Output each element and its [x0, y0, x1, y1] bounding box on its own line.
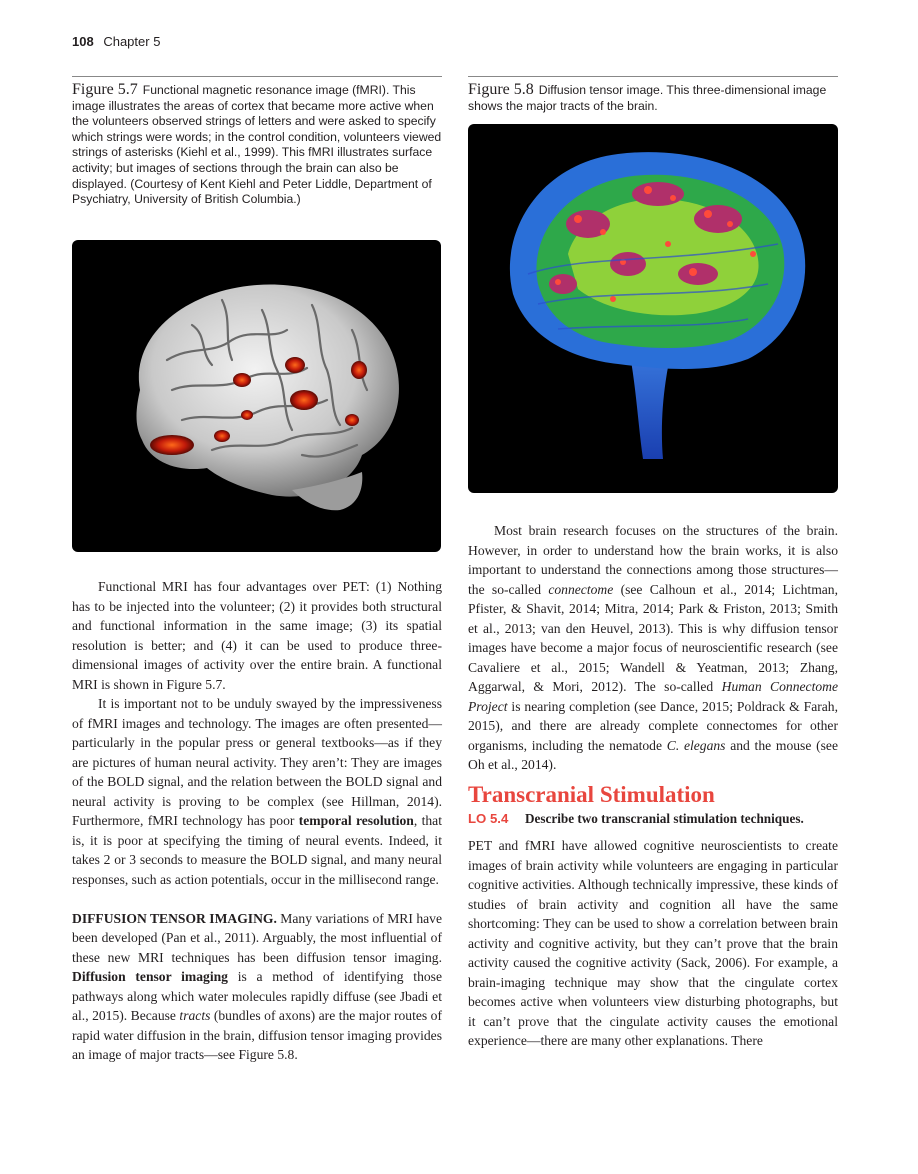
text-run: is a method of identifying those pathway…	[72, 969, 442, 1023]
figure-5-7-caption: Figure 5.7 Functional magnetic resonance …	[72, 82, 442, 208]
figure-5-7-caption-block: Figure 5.7 Functional magnetic resonance …	[72, 76, 442, 208]
learning-objective: LO 5.4 Describe two transcranial stimula…	[468, 810, 838, 828]
fmri-brain-graphic	[136, 284, 399, 511]
paragraph-transcranial-intro: PET and fMRI have allowed cognitive neur…	[468, 838, 838, 1048]
left-column-text: Functional MRI has four advantages over …	[72, 577, 442, 1065]
learning-objective-text: Describe two transcranial stimulation te…	[525, 811, 804, 826]
term-connectome: connectome	[548, 581, 614, 597]
figure-5-7-label: Figure 5.7	[72, 81, 138, 98]
term-temporal-resolution: temporal resolu­tion	[298, 813, 414, 828]
term-diffusion-tensor-imaging: Diffusion tensor imaging	[72, 969, 228, 984]
term-human-connectome-project: Human Connectome Project	[468, 679, 838, 714]
learning-objective-tag: LO 5.4	[468, 811, 509, 826]
text-run: , that is, it is poor at specifying the …	[72, 813, 442, 887]
page-number: 108	[72, 34, 94, 49]
term-tracts: tracts	[179, 1008, 211, 1023]
text-run: Most brain research focuses on the struc…	[468, 523, 838, 597]
text-run: and the mouse (see Oh et al., 2014).	[468, 737, 838, 773]
paragraph-diffusion-tensor: DIFFUSION TENSOR IMAGING. Many variation…	[72, 909, 442, 1065]
figure-5-8-caption: Figure 5.8 Diffusion tensor image. This t…	[468, 82, 838, 114]
term-c-elegans: C. elegans	[666, 737, 726, 753]
paragraph-fmri-advantages: Functional MRI has four advantages over …	[72, 579, 442, 692]
figure-rule	[72, 76, 442, 77]
section-heading-transcranial-stimulation: Transcranial Stimulation	[468, 781, 715, 807]
dti-tracts-image	[468, 124, 838, 493]
figure-5-8-label: Figure 5.8	[468, 81, 534, 98]
figure-rule	[468, 76, 838, 77]
text-run: It is important not to be unduly swayed …	[72, 696, 442, 828]
figure-5-8-caption-text: Diffusion tensor image. This three-dimen…	[468, 83, 827, 113]
text-run: (bundles of axons) are the major routes …	[72, 1008, 442, 1062]
chapter-label: Chapter 5	[103, 34, 161, 49]
fmri-brain-image	[72, 240, 441, 552]
right-column-text: Most brain research focuses on the struc…	[468, 521, 838, 1051]
figure-5-8-caption-block: Figure 5.8 Diffusion tensor image. This t…	[468, 76, 838, 114]
running-header: 108 Chapter 5	[72, 34, 160, 49]
dti-tracts-graphic	[509, 152, 806, 459]
run-in-heading: DIFFUSION TENSOR IMAGING.	[72, 910, 277, 926]
text-run: is nearing completion (see Dance, 2015; …	[468, 698, 838, 753]
paragraph-fmri-caution: It is important not to be unduly swayed …	[72, 694, 442, 889]
text-run: (see Calhoun et al., 2014; Lichtman, Pfi…	[468, 581, 838, 695]
figure-5-7-caption-text: Functional magnetic resonance image (fMR…	[72, 83, 442, 207]
paragraph-connectome: Most brain research focuses on the struc…	[468, 521, 838, 775]
text-run: Many variations of MRI have been develop…	[72, 910, 442, 965]
